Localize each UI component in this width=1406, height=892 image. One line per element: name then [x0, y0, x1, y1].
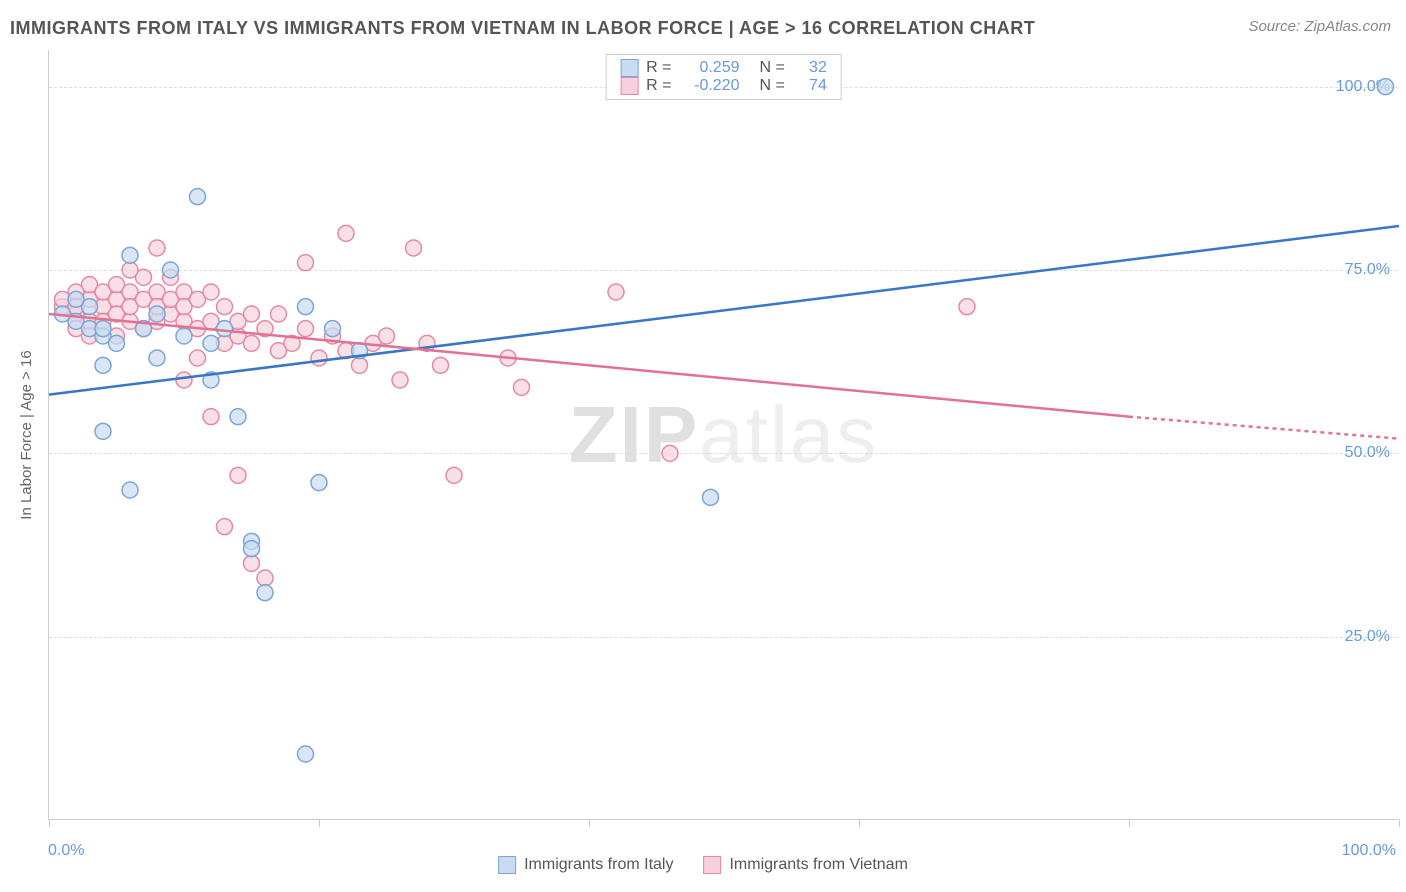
r-label: R = [646, 77, 671, 95]
x-tick [1399, 819, 1400, 827]
legend-label-italy: Immigrants from Italy [524, 856, 673, 874]
swatch-vietnam [620, 77, 638, 95]
n-value-italy: 32 [797, 59, 827, 77]
x-tick [1129, 819, 1130, 827]
n-label: N = [760, 59, 785, 77]
plot-area: ZIPatlas 25.0%50.0%75.0%100.0% R = 0.259… [48, 50, 1398, 820]
legend-item-vietnam: Immigrants from Vietnam [703, 856, 907, 874]
legend-row-italy: R = 0.259 N = 32 [620, 59, 827, 77]
swatch-italy [620, 59, 638, 77]
legend-row-vietnam: R = -0.220 N = 74 [620, 77, 827, 95]
x-tick [859, 819, 860, 827]
chart-title: IMMIGRANTS FROM ITALY VS IMMIGRANTS FROM… [10, 18, 1035, 39]
r-label: R = [646, 59, 671, 77]
n-label: N = [760, 77, 785, 95]
swatch-italy-icon [498, 856, 516, 874]
legend-bottom: Immigrants from Italy Immigrants from Vi… [498, 856, 908, 874]
legend-label-vietnam: Immigrants from Vietnam [729, 856, 907, 874]
x-tick [49, 819, 50, 827]
svg-overlay [49, 50, 1398, 819]
r-value-vietnam: -0.220 [684, 77, 740, 95]
x-tick [589, 819, 590, 827]
x-tick-100: 100.0% [1342, 842, 1396, 860]
legend-item-italy: Immigrants from Italy [498, 856, 673, 874]
x-tick [319, 819, 320, 827]
source-label: Source: ZipAtlas.com [1248, 18, 1391, 35]
y-axis-label: In Labor Force | Age > 16 [18, 350, 35, 519]
x-tick-0: 0.0% [48, 842, 84, 860]
legend-top: R = 0.259 N = 32 R = -0.220 N = 74 [605, 54, 842, 100]
chart-container: IMMIGRANTS FROM ITALY VS IMMIGRANTS FROM… [0, 0, 1406, 892]
n-value-vietnam: 74 [797, 77, 827, 95]
r-value-italy: 0.259 [684, 59, 740, 77]
swatch-vietnam-icon [703, 856, 721, 874]
